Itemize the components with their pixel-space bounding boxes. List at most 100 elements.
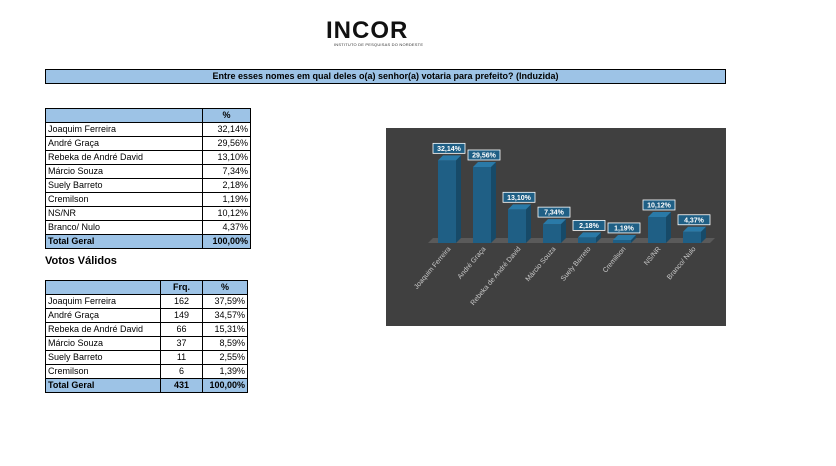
- bar: [508, 209, 526, 243]
- candidate-cell: Suely Barreto: [45, 350, 161, 365]
- bar-top: [613, 234, 636, 240]
- percent-cell: 32,14%: [202, 122, 251, 137]
- table-row: André Graça 29,56%: [45, 136, 251, 151]
- percent-cell: 7,34%: [202, 164, 251, 179]
- total-percent: 100,00%: [202, 378, 248, 393]
- bar-side: [561, 219, 566, 243]
- freq-cell: 11: [160, 350, 203, 365]
- freq-cell: 149: [160, 308, 203, 323]
- candidate-cell: Rebeka de André David: [45, 322, 161, 337]
- category-label: Joaquim Ferreira: [413, 246, 452, 291]
- bar-side: [526, 204, 531, 243]
- bar-side: [596, 232, 601, 243]
- table-total-row: Total Geral 431 100,00%: [45, 378, 248, 393]
- table-row: Branco/ Nulo 4,37%: [45, 220, 251, 235]
- candidate-cell: Cremilson: [45, 364, 161, 379]
- data-label-box: [467, 149, 501, 161]
- table-row: Cremilson 6 1,39%: [45, 364, 248, 379]
- freq-cell: 37: [160, 336, 203, 351]
- bar: [648, 216, 666, 243]
- valid-votes-title: Votos Válidos: [45, 255, 117, 267]
- bar-top: [648, 211, 671, 217]
- candidate-cell: Márcio Souza: [45, 164, 203, 179]
- bar-side: [631, 234, 636, 243]
- table-row: Márcio Souza 37 8,59%: [45, 336, 248, 351]
- header-cell: %: [202, 280, 248, 295]
- bar-side: [666, 211, 671, 243]
- bar: [473, 166, 491, 243]
- freq-cell: 6: [160, 364, 203, 379]
- bar-top: [438, 155, 461, 161]
- question-title: Entre esses nomes em qual deles o(a) sen…: [45, 69, 726, 84]
- data-label-box: [502, 191, 536, 203]
- category-label: NS/NR: [643, 246, 662, 267]
- bar: [613, 239, 631, 243]
- header-cell: %: [202, 108, 251, 123]
- total-label: Total Geral: [45, 234, 203, 249]
- percent-cell: 29,56%: [202, 136, 251, 151]
- candidate-cell: NS/NR: [45, 206, 203, 221]
- data-label: 7,34%: [544, 210, 565, 217]
- bar-side: [701, 226, 706, 243]
- table-row: Cremilson 1,19%: [45, 192, 251, 207]
- category-label: Márcio Souza: [525, 246, 558, 283]
- candidate-cell: Joaquim Ferreira: [45, 122, 203, 137]
- table-row: Joaquim Ferreira 32,14%: [45, 122, 251, 137]
- total-percent: 100,00%: [202, 234, 251, 249]
- candidate-cell: Suely Barreto: [45, 178, 203, 193]
- data-label: 4,37%: [684, 217, 705, 224]
- percent-cell: 2,55%: [202, 350, 248, 365]
- table-row: Márcio Souza 7,34%: [45, 164, 251, 179]
- incor-logo: INCOR INSTITUTO DE PESQUISAS DO NORDESTE: [326, 18, 444, 50]
- data-label: 10,12%: [647, 202, 672, 209]
- table-row: André Graça 149 34,57%: [45, 308, 248, 323]
- table-row: Rebeka de André David 13,10%: [45, 150, 251, 165]
- table-row: Suely Barreto 11 2,55%: [45, 350, 248, 365]
- data-label-box: [537, 206, 571, 218]
- bar: [578, 237, 596, 243]
- header-cell: [45, 108, 203, 123]
- bar-top: [508, 204, 531, 210]
- table-header-row: Frq. %: [45, 280, 248, 295]
- percent-cell: 10,12%: [202, 206, 251, 221]
- data-label-box: [677, 214, 711, 226]
- percent-cell: 37,59%: [202, 294, 248, 309]
- bar-side: [491, 161, 496, 243]
- bar: [543, 224, 561, 243]
- table-row: Joaquim Ferreira 162 37,59%: [45, 294, 248, 309]
- bar-top: [543, 219, 566, 225]
- percent-cell: 4,37%: [202, 220, 251, 235]
- header-cell: Frq.: [160, 280, 203, 295]
- table-row: Rebeka de André David 66 15,31%: [45, 322, 248, 337]
- candidate-cell: Branco/ Nulo: [45, 220, 203, 235]
- logo-text: INCOR: [326, 17, 409, 44]
- results-table: % Joaquim Ferreira 32,14% André Graça 29,5…: [45, 108, 251, 249]
- logo-subtitle: INSTITUTO DE PESQUISAS DO NORDESTE: [334, 42, 424, 47]
- data-label: 29,56%: [472, 152, 497, 159]
- table-row: Suely Barreto 2,18%: [45, 178, 251, 193]
- percent-cell: 13,10%: [202, 150, 251, 165]
- data-label-box: [642, 199, 676, 211]
- table-header-row: %: [45, 108, 251, 123]
- category-label: Branco/ Nulo: [666, 246, 697, 282]
- category-label: Cremilson: [602, 246, 628, 275]
- bar-top: [473, 161, 496, 167]
- percent-cell: 1,19%: [202, 192, 251, 207]
- valid-votes-table: Frq. % Joaquim Ferreira 162 37,59% André G…: [45, 280, 248, 393]
- percent-cell: 1,39%: [202, 364, 248, 379]
- bar: [438, 160, 456, 243]
- candidate-cell: Cremilson: [45, 192, 203, 207]
- chart-svg: 32,14% Joaquim Ferreira 29,56% André Graça 1…: [413, 142, 715, 307]
- bar-top: [683, 226, 706, 232]
- percent-cell: 2,18%: [202, 178, 251, 193]
- total-freq: 431: [160, 378, 203, 393]
- percent-cell: 15,31%: [202, 322, 248, 337]
- freq-cell: 66: [160, 322, 203, 337]
- chart-floor: [428, 238, 715, 243]
- percent-cell: 8,59%: [202, 336, 248, 351]
- bar-chart: 32,14% Joaquim Ferreira 29,56% André Graça 1…: [386, 128, 726, 326]
- data-label: 2,18%: [579, 223, 600, 230]
- candidate-cell: André Graça: [45, 308, 161, 323]
- data-label-box: [607, 222, 641, 234]
- bar-top: [578, 232, 601, 238]
